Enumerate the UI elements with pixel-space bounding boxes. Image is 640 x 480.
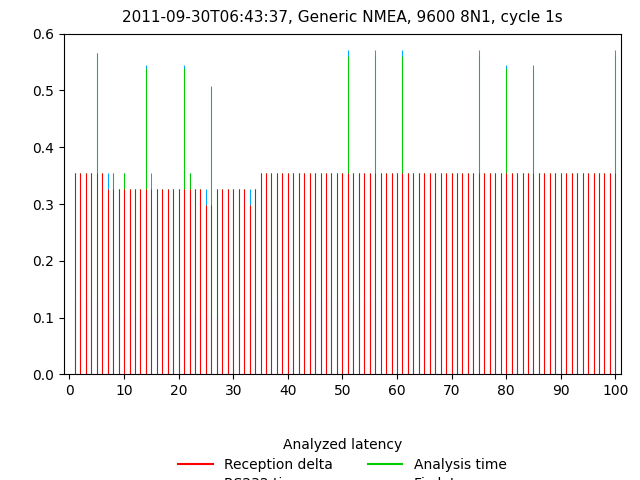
Title: 2011-09-30T06:43:37, Generic NMEA, 9600 8N1, cycle 1s: 2011-09-30T06:43:37, Generic NMEA, 9600 … bbox=[122, 11, 563, 25]
Legend: Reception delta, RS232 time, Analysis time, Fix latency: Reception delta, RS232 time, Analysis ti… bbox=[173, 432, 512, 480]
